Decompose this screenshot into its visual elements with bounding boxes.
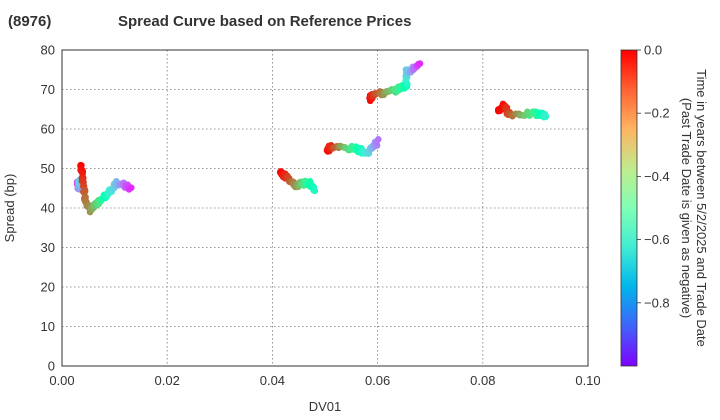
plot-points (73, 60, 550, 216)
chart-title: Spread Curve based on Reference Prices (118, 13, 411, 30)
y-tick-label: 60 (41, 122, 55, 137)
plot-grid (62, 50, 588, 366)
x-tick-label: 0.06 (365, 373, 390, 388)
colorbar (621, 50, 637, 366)
x-tick-label: 0.08 (470, 373, 495, 388)
colorbar-tick-label: −0.6 (644, 232, 670, 247)
x-tick-label: 0.00 (49, 373, 74, 388)
y-tick-label: 70 (41, 82, 55, 97)
y-tick-label: 10 (41, 319, 55, 334)
y-tick-label: 20 (41, 280, 55, 295)
y-tick-label: 0 (48, 359, 55, 374)
x-tick-label: 0.04 (260, 373, 285, 388)
y-tick-label: 80 (41, 43, 55, 58)
x-tick-label: 0.02 (155, 373, 180, 388)
y-tick-label: 40 (41, 201, 55, 216)
colorbar-tick-label: −0.2 (644, 106, 670, 121)
colorbar-frame (620, 49, 638, 367)
colorbar-ticks: 0.0 −0.2 −0.4 −0.6 −0.8 (637, 43, 670, 310)
y-tick-label: 30 (41, 240, 55, 255)
colorbar-label-line2: (Past Trade Date is given as negative) (679, 98, 694, 318)
x-tick-label: 0.10 (575, 373, 600, 388)
data-point (127, 184, 135, 191)
y-axis-ticks: 0 10 20 30 40 50 60 70 80 (41, 43, 55, 374)
data-point (416, 60, 424, 67)
colorbar-label-line1: Time in years between 5/2/2025 and Trade… (694, 69, 709, 347)
plot-frame (61, 49, 589, 367)
colorbar-tick-label: 0.0 (644, 43, 662, 58)
x-axis-label: DV01 (309, 399, 342, 414)
colorbar-tick-label: −0.4 (644, 169, 670, 184)
data-point (542, 113, 550, 120)
x-axis-ticks: 0.00 0.02 0.04 0.06 0.08 0.10 (49, 373, 600, 388)
y-axis-label: Spread (bp) (2, 174, 17, 243)
data-point (374, 136, 382, 143)
colorbar-tick-label: −0.8 (644, 295, 670, 310)
chart-title-code: (8976) (8, 13, 51, 30)
y-tick-label: 50 (41, 161, 55, 176)
data-point (311, 187, 319, 194)
